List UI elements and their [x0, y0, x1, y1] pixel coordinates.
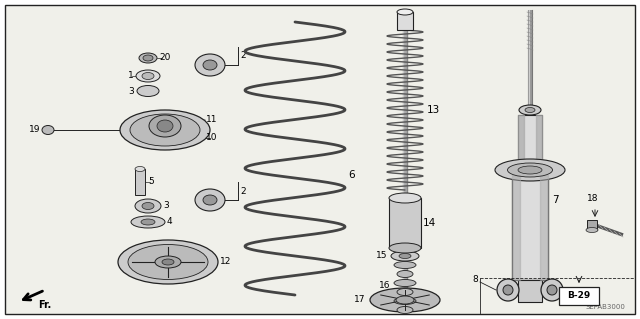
- Ellipse shape: [397, 271, 413, 278]
- Text: 19: 19: [29, 125, 40, 135]
- FancyBboxPatch shape: [389, 198, 421, 248]
- Ellipse shape: [397, 9, 413, 15]
- Ellipse shape: [396, 296, 414, 304]
- Text: 3: 3: [163, 202, 169, 211]
- Text: 2: 2: [240, 51, 246, 61]
- Ellipse shape: [120, 110, 210, 150]
- Ellipse shape: [525, 108, 535, 113]
- Ellipse shape: [162, 259, 174, 265]
- Ellipse shape: [547, 285, 557, 295]
- Text: 17: 17: [353, 295, 365, 305]
- Text: 7: 7: [552, 195, 559, 205]
- Ellipse shape: [139, 53, 157, 63]
- Ellipse shape: [391, 251, 419, 261]
- FancyBboxPatch shape: [587, 220, 597, 230]
- Ellipse shape: [394, 262, 416, 269]
- Text: Fr.: Fr.: [38, 300, 51, 310]
- Ellipse shape: [118, 240, 218, 284]
- Ellipse shape: [397, 288, 413, 295]
- Text: 2: 2: [240, 187, 246, 196]
- Ellipse shape: [586, 227, 598, 233]
- Ellipse shape: [135, 199, 161, 213]
- Ellipse shape: [142, 72, 154, 79]
- Text: 20: 20: [159, 54, 170, 63]
- Ellipse shape: [195, 54, 225, 76]
- Text: B-29: B-29: [568, 292, 591, 300]
- FancyBboxPatch shape: [397, 12, 413, 30]
- Ellipse shape: [128, 244, 208, 279]
- Text: 3: 3: [128, 86, 134, 95]
- Text: 11: 11: [206, 115, 218, 124]
- Ellipse shape: [503, 285, 513, 295]
- Text: 6: 6: [348, 170, 355, 180]
- FancyBboxPatch shape: [518, 115, 542, 170]
- Ellipse shape: [131, 216, 165, 228]
- Ellipse shape: [130, 114, 200, 146]
- FancyBboxPatch shape: [135, 169, 145, 195]
- Text: 10: 10: [206, 133, 218, 143]
- Ellipse shape: [157, 120, 173, 132]
- Ellipse shape: [143, 55, 153, 61]
- Ellipse shape: [389, 243, 421, 253]
- Text: 9: 9: [563, 293, 569, 302]
- Text: 1: 1: [128, 71, 134, 80]
- Ellipse shape: [203, 60, 217, 70]
- Ellipse shape: [399, 254, 411, 258]
- Text: 14: 14: [423, 218, 436, 228]
- Ellipse shape: [135, 167, 145, 172]
- FancyBboxPatch shape: [559, 287, 599, 305]
- Ellipse shape: [142, 203, 154, 210]
- Ellipse shape: [203, 195, 217, 205]
- Ellipse shape: [42, 125, 54, 135]
- Ellipse shape: [495, 159, 565, 181]
- Text: 13: 13: [427, 105, 440, 115]
- Ellipse shape: [497, 279, 519, 301]
- Text: 4: 4: [167, 218, 173, 226]
- Ellipse shape: [195, 189, 225, 211]
- Text: SEPAB3000: SEPAB3000: [585, 304, 625, 310]
- Ellipse shape: [397, 307, 413, 314]
- Text: 18: 18: [588, 194, 599, 203]
- Text: 8: 8: [472, 276, 478, 285]
- Text: 16: 16: [378, 280, 390, 290]
- Text: 12: 12: [220, 257, 232, 266]
- Ellipse shape: [389, 193, 421, 203]
- Ellipse shape: [518, 166, 542, 174]
- Ellipse shape: [370, 288, 440, 312]
- Text: 5: 5: [148, 177, 154, 187]
- Ellipse shape: [519, 105, 541, 115]
- Ellipse shape: [394, 298, 416, 305]
- Ellipse shape: [149, 115, 181, 137]
- Ellipse shape: [508, 163, 552, 177]
- Text: 15: 15: [376, 251, 387, 261]
- FancyBboxPatch shape: [518, 280, 542, 302]
- Ellipse shape: [394, 279, 416, 286]
- Ellipse shape: [141, 219, 155, 225]
- Ellipse shape: [136, 70, 160, 82]
- Ellipse shape: [541, 279, 563, 301]
- Ellipse shape: [155, 256, 181, 268]
- Ellipse shape: [137, 85, 159, 97]
- FancyBboxPatch shape: [512, 175, 548, 280]
